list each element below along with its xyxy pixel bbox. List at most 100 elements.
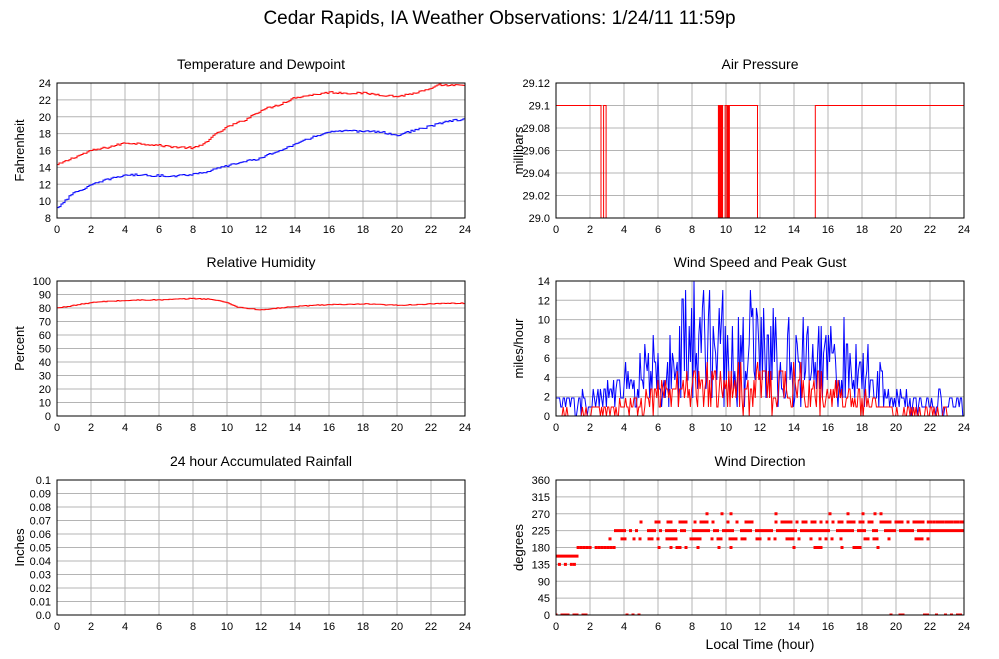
wind-direction-point [956, 520, 960, 524]
wind-direction-point [801, 520, 805, 524]
wind-direction-y-tick-label: 180 [532, 543, 550, 555]
pressure-x-tick-label: 10 [720, 224, 732, 236]
wind-direction-point [810, 520, 814, 524]
wind-direction-point [575, 554, 579, 558]
wind-direction-point [917, 537, 921, 541]
pressure-x-tick-label: 18 [856, 224, 868, 236]
wind-direction-point [728, 529, 731, 533]
rainfall-y-tick-label: 0.03 [30, 570, 51, 582]
wind-direction-point [813, 546, 817, 549]
wind-direction-x-tick-label: 10 [720, 621, 732, 633]
humidity-y-tick-label: 20 [39, 384, 51, 396]
wind-direction-point [839, 537, 843, 541]
wind-direction-x-tick-label: 18 [856, 621, 868, 633]
wind-direction-point [569, 554, 573, 558]
wind-direction-point [863, 537, 867, 541]
wind-direction-point [625, 613, 629, 615]
humidity-plot-frame [56, 280, 466, 417]
humidity-y-tick-label: 90 [39, 290, 51, 302]
wind-direction-point [855, 546, 859, 549]
wind-direction-point [812, 529, 815, 533]
pressure-y-tick-label: 29.12 [522, 78, 550, 90]
wind-direction-point [932, 520, 936, 524]
wind-direction-point [944, 520, 948, 524]
wind-direction-point [744, 520, 748, 524]
pressure-y-tick-label: 29.1 [529, 101, 550, 113]
wind-direction-point [809, 537, 813, 541]
wind-direction-x-axis-label: Local Time (hour) [706, 636, 815, 652]
wind-direction-point [830, 537, 834, 541]
humidity-y-tick-label: 0 [45, 411, 51, 423]
wind-speed-x-tick-label: 16 [822, 422, 834, 434]
wind-direction-point [731, 537, 735, 541]
wind-direction-point [608, 537, 612, 541]
wind-direction-point [928, 529, 932, 533]
wind-direction-point [650, 537, 654, 541]
wind-direction-point [873, 512, 877, 516]
rainfall-y-tick-label: 0.04 [30, 556, 51, 568]
temperature-x-tick-label: 2 [88, 224, 94, 236]
temperature-y-tick-label: 12 [39, 179, 51, 191]
pressure-x-tick-label: 20 [890, 224, 902, 236]
wind-direction-point [560, 613, 564, 615]
wind-direction-x-tick-label: 4 [621, 621, 627, 633]
wind-direction-point [572, 554, 576, 558]
wind-direction-point [671, 529, 674, 533]
pressure-x-tick-label: 0 [553, 224, 559, 236]
wind-direction-point [846, 520, 850, 524]
temperature-y-tick-label: 24 [39, 78, 51, 90]
wind-direction-point [791, 537, 795, 541]
wind-direction-point [867, 520, 871, 524]
wind-direction-point [749, 529, 752, 533]
wind-direction-point [806, 529, 809, 533]
wind-direction-point [764, 529, 767, 533]
wind-direction-point [563, 554, 567, 558]
wind-direction-point [705, 512, 709, 516]
wind-direction-point [944, 613, 947, 615]
wind-direction-point [889, 613, 893, 615]
humidity-x-tick-label: 10 [221, 422, 233, 434]
rainfall-y-axis-label: Inches [12, 528, 27, 567]
wind-direction-point [860, 529, 863, 533]
wind-direction-point [866, 537, 870, 541]
temperature-x-tick-label: 12 [255, 224, 267, 236]
wind-direction-point [639, 520, 643, 524]
wind-direction-point [872, 537, 876, 541]
wind-direction-point [858, 520, 862, 524]
figure-title: Cedar Rapids, IA Weather Observations: 1… [263, 8, 736, 29]
wind-direction-point [794, 529, 797, 533]
wind-direction-x-tick-label: 0 [553, 621, 559, 633]
wind-direction-point [897, 520, 901, 524]
wind-direction-point [755, 537, 759, 541]
rainfall-y-tick-label: 0.01 [30, 597, 51, 609]
wind-direction-point [872, 529, 875, 533]
wind-direction-point [675, 546, 679, 549]
humidity-x-tick-label: 4 [122, 422, 128, 434]
wind-direction-point [776, 529, 779, 533]
wind-direction-point [887, 529, 890, 533]
rainfall-x-tick-label: 24 [459, 621, 471, 633]
wind-direction-point [876, 546, 880, 549]
wind-direction-point [887, 537, 891, 541]
rainfall-x-tick-label: 20 [391, 621, 403, 633]
wind-direction-point [612, 546, 616, 549]
temperature-y-axis-label: Fahrenheit [12, 119, 27, 182]
wind-direction-point [827, 529, 830, 533]
wind-direction-x-tick-label: 2 [587, 621, 593, 633]
wind-speed-y-tick-label: 0 [544, 411, 550, 423]
wind-direction-point [819, 520, 823, 524]
wind-direction-point [943, 529, 947, 533]
wind-direction-point [635, 529, 638, 533]
wind-direction-point [861, 520, 865, 524]
wind-direction-point [824, 529, 827, 533]
wind-direction-point [638, 537, 642, 541]
pressure-series-0-line [556, 105, 964, 218]
wind-speed-x-tick-label: 18 [856, 422, 868, 434]
wind-direction-point [575, 613, 579, 615]
wind-direction-point [666, 520, 670, 524]
wind-direction-point [746, 529, 749, 533]
wind-direction-point [819, 546, 823, 549]
wind-direction-point [803, 529, 806, 533]
wind-direction-point [692, 537, 696, 541]
